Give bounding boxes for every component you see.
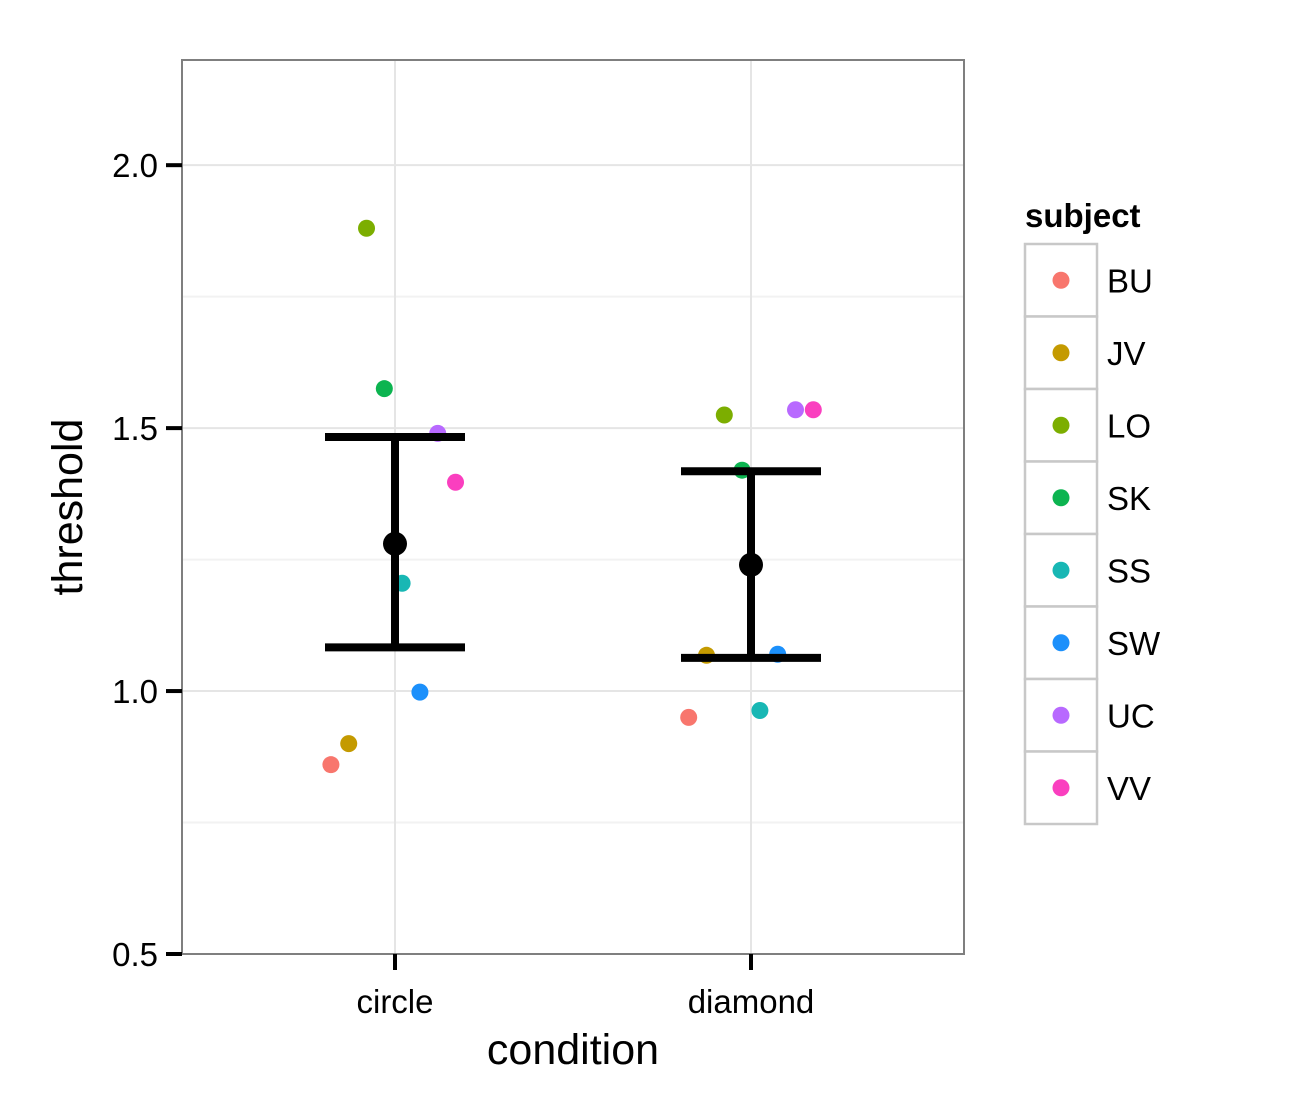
- legend-label-vv: VV: [1107, 770, 1151, 807]
- legend-swatch-lo: [1052, 416, 1070, 434]
- legend-label-jv: JV: [1107, 335, 1146, 372]
- point-uc-diamond: [787, 401, 804, 419]
- legend-swatch-sk: [1052, 489, 1070, 507]
- mean-point-diamond: [739, 552, 763, 577]
- legend-label-sw: SW: [1107, 625, 1161, 662]
- legend-swatch-bu: [1052, 271, 1070, 289]
- legend-swatch-vv: [1052, 779, 1070, 797]
- point-jv-circle: [340, 735, 358, 753]
- y-axis-title: threshold: [44, 419, 92, 596]
- legend-label-lo: LO: [1107, 407, 1151, 444]
- legend-label-uc: UC: [1107, 697, 1155, 734]
- summary-errorbars: [325, 433, 821, 662]
- point-lo-diamond: [715, 406, 733, 424]
- point-sw-circle: [411, 683, 429, 701]
- point-bu-circle: [322, 756, 340, 774]
- point-bu-diamond: [680, 708, 698, 726]
- grid-lines: [182, 60, 964, 955]
- legend-swatch-uc: [1052, 706, 1070, 724]
- legend-swatch-ss: [1052, 561, 1070, 579]
- legend-label-ss: SS: [1107, 552, 1151, 589]
- legend-swatch-sw: [1052, 634, 1070, 652]
- axes: 0.5 1.0 1.5 2.0 circle diamond: [112, 147, 814, 1020]
- y-tick-label: 0.5: [112, 936, 158, 973]
- y-tick-label: 2.0: [112, 147, 158, 184]
- legend-label-bu: BU: [1107, 262, 1153, 299]
- point-vv-circle: [447, 473, 465, 491]
- x-tick-label: circle: [356, 983, 433, 1020]
- point-sk-circle: [375, 380, 393, 398]
- point-lo-circle: [358, 219, 376, 237]
- legend: subject BU JV LO SK SS SW UC VV: [1023, 197, 1161, 826]
- point-vv-diamond: [804, 401, 822, 419]
- legend-key-lo: [1023, 387, 1099, 463]
- y-tick-label: 1.5: [112, 410, 158, 447]
- point-ss-diamond: [751, 702, 769, 720]
- legend-swatch-jv: [1052, 344, 1070, 362]
- legend-label-sk: SK: [1107, 480, 1151, 517]
- x-axis-title: condition: [487, 1026, 659, 1074]
- plot-panel-border: [181, 59, 965, 955]
- x-tick-label: diamond: [688, 983, 815, 1020]
- legend-title: subject: [1025, 197, 1141, 234]
- mean-point-circle: [383, 531, 407, 556]
- y-tick-label: 1.0: [112, 673, 158, 710]
